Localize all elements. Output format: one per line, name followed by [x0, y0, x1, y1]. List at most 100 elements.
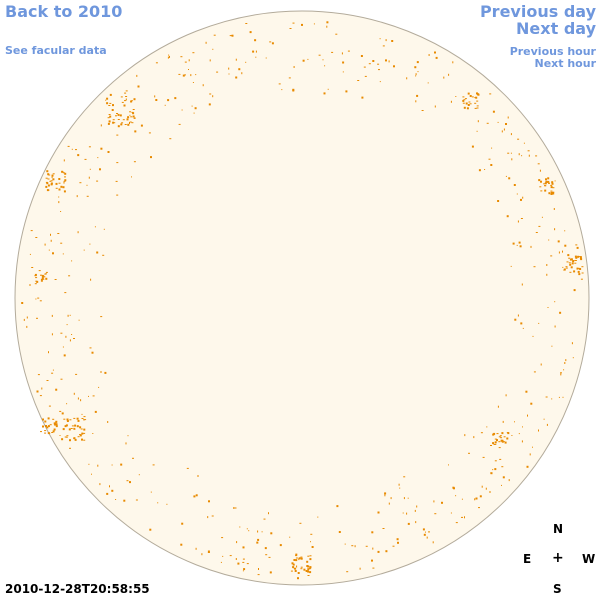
facula-dot — [308, 568, 311, 570]
facula-dot — [123, 499, 126, 502]
facula-dot — [188, 59, 190, 62]
previous-day-link[interactable]: Previous day — [479, 2, 596, 21]
facula-dot — [47, 178, 50, 180]
facula-dot — [307, 575, 310, 576]
facula-dot — [489, 491, 491, 493]
facula-dot — [511, 158, 513, 161]
facula-dot — [533, 266, 536, 268]
facula-dot — [382, 528, 385, 529]
facula-dot — [209, 59, 211, 62]
facula-dot — [84, 419, 87, 421]
facula-dot — [49, 424, 52, 426]
facula-dot — [186, 467, 189, 469]
facula-dot — [371, 559, 373, 562]
facula-dot — [475, 497, 478, 500]
facula-dot — [127, 116, 130, 119]
facula-dot — [233, 507, 235, 509]
facula-dot — [388, 502, 390, 505]
facula-dot — [450, 100, 452, 103]
next-hour-link[interactable]: Next hour — [534, 57, 597, 70]
facula-dot — [519, 245, 522, 248]
facula-dot — [434, 52, 436, 53]
facula-dot — [130, 100, 133, 103]
facula-dot — [474, 102, 477, 104]
facula-dot — [382, 45, 385, 47]
facula-dot — [423, 533, 426, 536]
facula-dot — [38, 270, 41, 272]
facula-dot — [58, 188, 61, 191]
facula-dot — [551, 181, 554, 184]
facula-dot — [252, 50, 255, 53]
facula-dot — [81, 413, 83, 415]
facula-dot — [305, 570, 308, 572]
facula-dot — [322, 59, 324, 61]
facula-dot — [471, 96, 474, 98]
facula-dot — [269, 571, 272, 574]
facula-dot — [523, 142, 525, 144]
facula-dot — [91, 351, 94, 354]
facula-dot — [463, 106, 466, 109]
facula-dot — [76, 425, 79, 428]
facula-dot — [212, 95, 214, 98]
facula-dot — [150, 156, 152, 159]
facula-dot — [51, 432, 54, 433]
facula-dot — [62, 172, 65, 174]
facula-dot — [552, 192, 555, 195]
facula-dot — [257, 574, 260, 576]
facula-dot — [547, 181, 550, 183]
facula-dot — [167, 99, 170, 102]
facula-dot — [533, 371, 536, 373]
facula-dot — [132, 109, 135, 110]
facula-dot — [506, 437, 509, 440]
facula-dot — [550, 190, 553, 192]
facula-dot — [529, 453, 531, 456]
facula-dot — [579, 268, 582, 270]
facula-dot — [297, 572, 300, 574]
facula-dot — [476, 100, 479, 102]
facula-dot — [55, 423, 58, 426]
facula-dot — [97, 464, 99, 467]
facula-dot — [55, 420, 58, 423]
facula-dot — [258, 568, 259, 570]
facula-dot — [60, 332, 63, 334]
facula-dot — [44, 420, 47, 423]
facula-dot — [106, 102, 109, 105]
facula-dot — [307, 570, 309, 573]
facula-dot — [195, 547, 197, 550]
facula-dot — [65, 424, 68, 427]
facula-dot — [551, 182, 554, 185]
facula-dot — [37, 374, 40, 376]
facula-dot — [116, 162, 119, 164]
facula-dot — [415, 521, 417, 524]
facula-dot — [443, 76, 445, 79]
facula-dot — [44, 243, 46, 246]
previous-hour-link[interactable]: Previous hour — [509, 45, 596, 58]
facula-dot — [346, 571, 349, 573]
facula-dot — [452, 61, 454, 64]
facula-dot — [69, 447, 71, 449]
facula-dot — [62, 428, 65, 431]
facula-dot — [117, 119, 120, 120]
facula-dot — [292, 566, 295, 569]
next-day-link[interactable]: Next day — [516, 19, 596, 38]
facula-dot — [77, 231, 79, 234]
facula-dot — [433, 500, 435, 503]
facula-dot — [63, 354, 66, 357]
facula-dot — [50, 239, 52, 242]
see-facular-data-link[interactable]: See facular data — [5, 44, 107, 57]
facula-dot — [530, 245, 532, 248]
facula-dot — [517, 220, 519, 223]
facula-dot — [255, 50, 257, 53]
facula-dot — [571, 262, 574, 265]
facula-dot — [573, 289, 576, 292]
facula-dot — [486, 426, 488, 428]
facula-dot — [108, 105, 111, 106]
facula-dot — [498, 441, 501, 443]
facula-dot — [481, 485, 483, 488]
facula-dot — [507, 152, 510, 154]
facula-dot — [131, 176, 132, 178]
facula-dot — [297, 577, 299, 580]
back-to-year-link[interactable]: Back to 2010 — [5, 2, 123, 21]
facula-dot — [572, 357, 574, 359]
facula-dot — [222, 555, 224, 557]
